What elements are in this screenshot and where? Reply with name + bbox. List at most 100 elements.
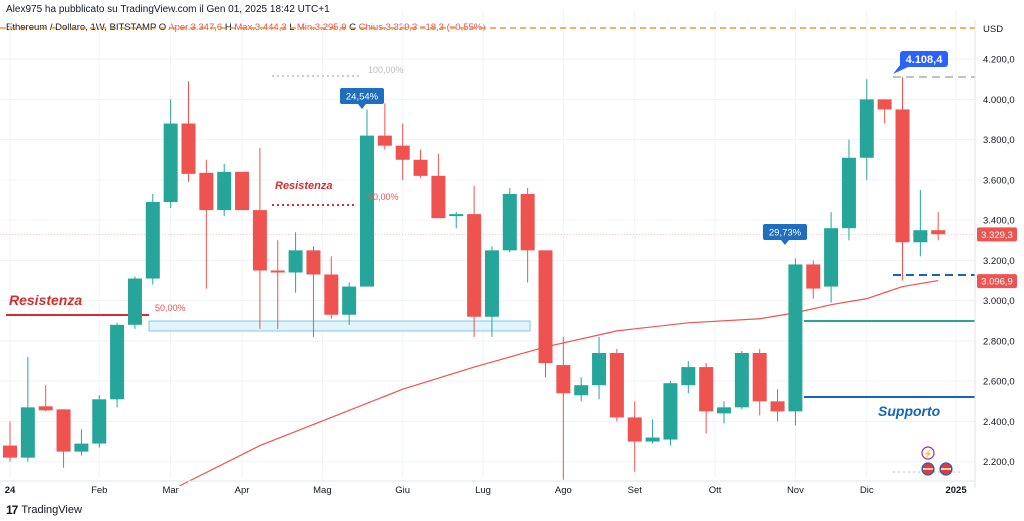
last-price-tag: 3.329,3 (981, 230, 1013, 241)
candle-body (127, 278, 142, 325)
candle-body (502, 193, 517, 251)
candle-body (377, 135, 392, 146)
candle-body (752, 353, 767, 402)
candle-body (199, 172, 214, 211)
axes: USD 2.200,0 2.400,0 2.600,0 2.800,0 3.000,0 3.… (0, 20, 1017, 496)
candle-body (3, 445, 17, 458)
candle-body (306, 250, 321, 275)
y-tick-label: 3.000,0 (983, 296, 1015, 307)
x-tick-label: Mag (313, 485, 331, 496)
candle-body (395, 145, 410, 160)
fib-50-label-mid: 50,00% (368, 192, 399, 202)
lightning-glyph-icon: ⚡ (923, 449, 933, 459)
candle-body (145, 202, 160, 279)
candle-body (895, 109, 910, 243)
y-tick-label: 2.400,0 (983, 417, 1015, 428)
candle-body (627, 417, 642, 442)
high-callout-label: 4.108,4 (906, 54, 944, 66)
candle-body (806, 264, 821, 289)
candle-body (270, 270, 285, 273)
candle-body (520, 193, 535, 251)
x-tick-label: Lug (475, 485, 491, 496)
resistance-label-mid: Resistenza (275, 180, 332, 192)
candle-body (342, 286, 357, 315)
candles (3, 77, 946, 480)
candle-body (110, 324, 125, 400)
x-tick-label: 2025 (945, 485, 967, 496)
x-tick-label: Giu (395, 485, 410, 496)
currency-label: USD (983, 24, 1003, 35)
candle-body (824, 228, 839, 287)
last-price-tag-box (977, 227, 1017, 242)
gain-nov-label-box (763, 224, 807, 240)
x-tick-label: Set (628, 485, 643, 496)
candle-body (859, 99, 874, 158)
candle-body (734, 353, 749, 408)
ma-line (179, 279, 939, 487)
candle-body (538, 250, 553, 364)
y-tick-label: 2.600,0 (983, 377, 1015, 388)
tradingview-logo-icon: 17 (6, 503, 18, 517)
candle-body (449, 214, 464, 217)
x-tick-label: 24 (5, 485, 16, 496)
support-label: Supporto (878, 403, 941, 419)
candle-body (645, 437, 660, 442)
candle-body (841, 157, 856, 229)
candle-body (717, 407, 731, 414)
gain-may-label-pointer (358, 104, 366, 109)
high-callout-box (900, 51, 948, 67)
candle-body (360, 135, 374, 287)
y-tick-label: 4.000,0 (983, 95, 1015, 106)
candle-body (556, 365, 571, 394)
support-zone (148, 320, 531, 332)
candle-body (574, 385, 589, 396)
x-tick-label: Mar (162, 485, 178, 496)
candle-body (56, 409, 71, 452)
gain-may-label-box (340, 88, 384, 104)
y-tick-label: 3.800,0 (983, 135, 1015, 146)
candle-body (92, 399, 107, 444)
overlays (0, 27, 975, 473)
candle-body (699, 367, 714, 412)
candle-body (288, 250, 303, 273)
candle-body (20, 407, 35, 458)
x-tick-label: Nov (787, 485, 804, 496)
candle-body (609, 353, 624, 418)
candle-body (38, 406, 53, 411)
moving-average (179, 279, 939, 487)
candle-body (877, 99, 892, 110)
candle-body (431, 175, 446, 219)
fib-50-label-left: 50,00% (155, 303, 186, 313)
candle-body (788, 264, 803, 412)
x-tick-label: Apr (235, 485, 250, 496)
brand-name[interactable]: TradingView (21, 504, 82, 516)
x-tick-label: Feb (91, 485, 107, 496)
y-tick-label: 2.800,0 (983, 336, 1015, 347)
level-price-tag: 3.096,9 (981, 277, 1013, 288)
lightning-event-icon (921, 446, 935, 460)
footer: 17 TradingView (6, 503, 82, 517)
x-tick-label: Ott (709, 485, 722, 496)
candle-body (592, 353, 607, 386)
x-tick-label: Dic (860, 485, 874, 496)
close-value: Chius.3.329,3 (358, 22, 418, 33)
candle-body (252, 210, 267, 271)
resistance-label-left: Resistenza (9, 292, 82, 308)
candle-body (74, 443, 89, 452)
candle-body (163, 123, 178, 203)
gain-may-label: 24,54% (346, 92, 379, 103)
candle-body (681, 367, 696, 386)
high-label: H (224, 22, 232, 33)
candle-body (913, 230, 928, 243)
candle-body (931, 230, 946, 235)
y-tick-label: 3.200,0 (983, 256, 1015, 267)
candle-body (484, 250, 499, 317)
x-tick-label: Ago (555, 485, 572, 496)
candle-body (413, 159, 428, 176)
high-callout-pointer (893, 60, 910, 74)
y-tick-label: 2.200,0 (983, 457, 1015, 468)
fib-100-label: 100,00% (368, 65, 404, 75)
level-price-tag-box (977, 274, 1017, 289)
candle-body (467, 214, 482, 317)
